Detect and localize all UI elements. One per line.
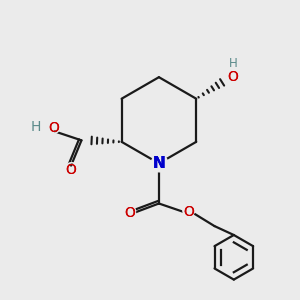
Text: O: O bbox=[183, 205, 194, 219]
Text: O: O bbox=[66, 163, 76, 177]
Text: O: O bbox=[66, 163, 76, 177]
Text: H: H bbox=[30, 120, 40, 134]
Text: O: O bbox=[181, 202, 196, 221]
Text: O: O bbox=[63, 160, 79, 180]
Text: O: O bbox=[46, 119, 61, 138]
Text: O: O bbox=[183, 205, 194, 219]
Text: N: N bbox=[152, 156, 165, 171]
Text: O: O bbox=[124, 206, 135, 220]
Text: O: O bbox=[122, 203, 137, 223]
Text: O: O bbox=[227, 70, 238, 84]
Text: H: H bbox=[228, 57, 237, 70]
Text: O: O bbox=[124, 206, 135, 220]
Text: N: N bbox=[152, 156, 165, 171]
Text: N: N bbox=[152, 154, 166, 173]
Text: O: O bbox=[227, 70, 238, 84]
Text: O: O bbox=[225, 68, 241, 87]
Text: N: N bbox=[152, 156, 165, 171]
Text: O: O bbox=[48, 122, 59, 136]
Text: O: O bbox=[48, 122, 59, 136]
